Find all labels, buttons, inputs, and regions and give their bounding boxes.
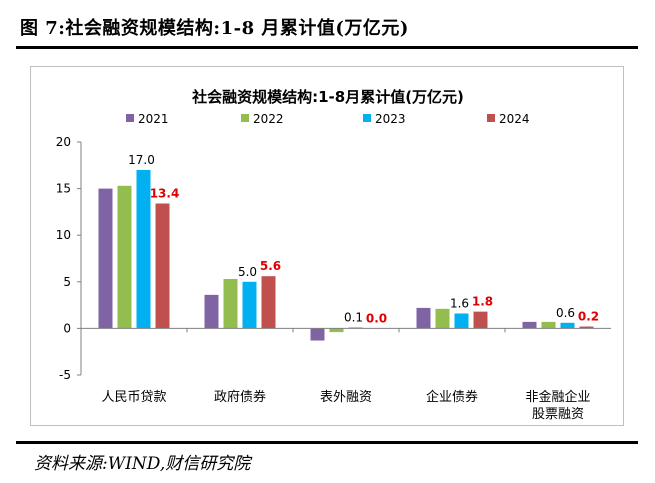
y-tick-label: 0 bbox=[63, 321, 71, 335]
legend-swatch-2024 bbox=[487, 114, 495, 122]
y-axis: -5 0 5 10 15 20 bbox=[56, 135, 82, 382]
y-tick-label: 15 bbox=[56, 182, 71, 196]
bar-chart: 社会融资规模结构:1-8月累计值(万亿元) 2021 2022 2023 2024 -… bbox=[56, 88, 611, 422]
legend-label-2023: 2023 bbox=[375, 112, 406, 126]
bar-2021-人民币贷款 bbox=[98, 188, 113, 329]
data-label-2024-人民币贷款: 13.4 bbox=[150, 187, 180, 201]
x-tick-label: 表外融资 bbox=[320, 390, 372, 405]
y-tick-label: 5 bbox=[63, 275, 71, 289]
x-tick-label: 股票融资 bbox=[532, 407, 584, 422]
bar-2022-政府债券 bbox=[223, 279, 238, 329]
top-rule bbox=[16, 46, 638, 49]
y-tick-label: 20 bbox=[56, 135, 71, 149]
bar-2022-企业债券 bbox=[435, 308, 450, 329]
x-tick-label: 政府债券 bbox=[214, 389, 266, 405]
bar-2023-非金融企业股票融资 bbox=[560, 322, 575, 329]
x-tick-label: 企业债券 bbox=[426, 389, 478, 405]
bar-2022-非金融企业股票融资 bbox=[541, 321, 556, 329]
data-label-2023-表外融资: 0.1 bbox=[344, 310, 363, 324]
legend-label-2022: 2022 bbox=[253, 112, 284, 126]
bar-2023-政府债券 bbox=[242, 281, 257, 329]
bar-2021-企业债券 bbox=[416, 307, 431, 329]
figure-title: 图 7:社会融资规模结构:1-8 月累计值(万亿元) bbox=[20, 18, 409, 39]
bar-2024-政府债券 bbox=[261, 276, 276, 329]
data-label-2024-非金融企业股票融资: 0.2 bbox=[578, 310, 599, 324]
bar-2022-表外融资 bbox=[329, 328, 344, 333]
bar-2023-企业债券 bbox=[454, 313, 469, 329]
legend-label-2024: 2024 bbox=[499, 112, 530, 126]
legend: 2021 2022 2023 2024 bbox=[126, 112, 530, 126]
legend-swatch-2022 bbox=[241, 114, 249, 122]
data-label-2024-企业债券: 1.8 bbox=[472, 295, 493, 309]
data-label-2023-人民币贷款: 17.0 bbox=[128, 153, 155, 167]
x-tick-label: 非金融企业 bbox=[525, 389, 590, 405]
bar-2023-人民币贷款 bbox=[136, 169, 151, 329]
bottom-rule bbox=[16, 441, 638, 444]
bars bbox=[98, 169, 594, 341]
data-label-2024-政府债券: 5.6 bbox=[260, 259, 281, 273]
data-label-2023-企业债券: 1.6 bbox=[450, 296, 469, 310]
bar-2021-政府债券 bbox=[204, 294, 219, 329]
bar-2024-企业债券 bbox=[473, 311, 488, 329]
y-tick-label: 10 bbox=[56, 228, 71, 242]
data-label-2024-表外融资: 0.0 bbox=[366, 311, 387, 325]
x-tick-label: 人民币贷款 bbox=[101, 390, 166, 405]
legend-swatch-2023 bbox=[363, 114, 371, 122]
source-note: 资料来源:WIND,财信研究院 bbox=[34, 454, 251, 474]
chart-title: 社会融资规模结构:1-8月累计值(万亿元) bbox=[191, 88, 464, 106]
legend-swatch-2021 bbox=[126, 114, 134, 122]
data-labels: 17.0 13.4 5.0 5.6 0.1 0.0 1.6 1.8 0.6 0.2 bbox=[128, 153, 599, 325]
y-tick-label: -5 bbox=[59, 368, 71, 382]
data-label-2023-非金融企业股票融资: 0.6 bbox=[556, 306, 575, 320]
bar-2024-人民币贷款 bbox=[155, 203, 170, 329]
bar-2022-人民币贷款 bbox=[117, 185, 132, 329]
legend-label-2021: 2021 bbox=[138, 112, 169, 126]
bar-2021-非金融企业股票融资 bbox=[522, 321, 537, 329]
data-label-2023-政府债券: 5.0 bbox=[238, 265, 257, 279]
chart-frame: 社会融资规模结构:1-8月累计值(万亿元) 2021 2022 2023 2024 -… bbox=[30, 66, 624, 426]
bar-2021-表外融资 bbox=[310, 328, 325, 341]
bar-2024-非金融企业股票融资 bbox=[579, 326, 594, 329]
